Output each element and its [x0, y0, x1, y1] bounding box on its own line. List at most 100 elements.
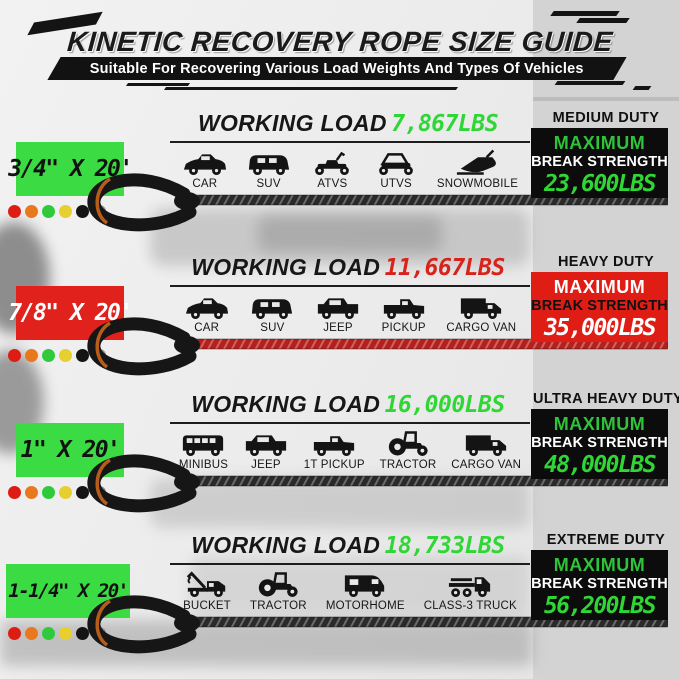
vehicle-item: SUV — [246, 147, 292, 190]
strength-line2: BREAK STRENGTH — [531, 576, 668, 592]
working-load-heading: WORKING LOAD 11,667LBS — [160, 254, 536, 281]
vehicle-list: CAR SUV JEEP PICKUP CARGO VAN — [164, 291, 536, 334]
strength-value: 35,000LBS — [543, 315, 657, 341]
car-icon — [182, 147, 228, 177]
working-load-value: 7,867LBS — [391, 111, 499, 137]
vehicle-item: CLASS-3 TRUCK — [424, 569, 517, 612]
header-decoration — [554, 81, 626, 85]
cargo-van-icon — [458, 291, 504, 321]
vehicle-item: ATVS — [309, 147, 355, 190]
duty-label: ULTRA HEAVY DUTY — [533, 391, 679, 407]
vehicle-item: CARGO VAN — [446, 291, 516, 334]
row-divider — [170, 563, 530, 565]
color-dot — [59, 205, 72, 218]
tow-truck-icon — [184, 569, 230, 599]
vehicle-item: MINIBUS — [179, 428, 228, 471]
strength-line1: MAXIMUM — [553, 133, 646, 153]
strength-line2: BREAK STRENGTH — [531, 435, 668, 451]
rope-image — [87, 173, 668, 232]
tractor-icon — [385, 428, 431, 458]
working-load-label: WORKING LOAD — [191, 532, 381, 558]
row-divider — [170, 141, 530, 143]
strength-line1: MAXIMUM — [553, 414, 646, 434]
vehicle-item: TRACTOR — [380, 428, 437, 471]
color-dot — [76, 486, 89, 499]
rope-row-1: WORKING LOAD 7,867LBS CAR SUV ATVS — [0, 96, 679, 242]
vehicle-label: ATVS — [317, 178, 348, 190]
background-photo-mid — [150, 478, 530, 528]
color-dot — [25, 349, 38, 362]
vehicle-item: JEEP — [315, 291, 361, 334]
vehicle-label: SUV — [256, 178, 281, 190]
vehicle-label: 1T PICKUP — [303, 459, 365, 471]
vehicle-item: 1T PICKUP — [304, 428, 365, 471]
color-dot — [59, 486, 72, 499]
break-strength-box: MAXIMUM BREAK STRENGTH 23,600LBS — [531, 128, 668, 198]
header-decoration — [163, 87, 459, 90]
color-dot — [42, 486, 55, 499]
strength-value: 48,000LBS — [543, 452, 657, 478]
suv-icon — [246, 147, 292, 177]
vehicle-item: BUCKET — [183, 569, 231, 612]
vehicle-label: CARGO VAN — [451, 459, 522, 471]
vehicle-label: JEEP — [251, 459, 281, 471]
vehicle-label: SUV — [260, 322, 285, 334]
strength-line1: MAXIMUM — [553, 555, 646, 575]
color-dot — [42, 627, 55, 640]
color-dot — [8, 486, 21, 499]
background-photo-windshield — [258, 216, 442, 252]
duty-label: MEDIUM DUTY — [552, 110, 660, 126]
pickup-icon — [311, 428, 357, 458]
rope-image — [87, 317, 668, 376]
snowmobile-icon — [455, 147, 501, 177]
vehicle-label: CAR — [192, 178, 218, 190]
working-load-value: 11,667LBS — [384, 255, 506, 281]
atv-icon — [309, 147, 355, 177]
duty-label: HEAVY DUTY — [557, 254, 655, 270]
vehicle-list: CAR SUV ATVS UTVS SNOWMOBILE — [164, 147, 536, 190]
vehicle-item: TRACTOR — [250, 569, 307, 612]
color-dot — [42, 205, 55, 218]
strength-line2: BREAK STRENGTH — [531, 298, 668, 314]
rope-row-2: WORKING LOAD 11,667LBS CAR SUV JEEP — [0, 240, 679, 386]
rope-image — [87, 454, 668, 513]
rope-row-3: WORKING LOAD 16,000LBS MINIBUS JEEP 1T P… — [0, 377, 679, 523]
working-load-label: WORKING LOAD — [191, 391, 381, 417]
working-load-heading: WORKING LOAD 18,733LBS — [160, 532, 536, 559]
color-dot — [25, 627, 38, 640]
header-decoration — [576, 18, 630, 23]
subtitle-banner: Suitable For Recovering Various Load Wei… — [47, 57, 627, 80]
pickup-icon — [381, 291, 427, 321]
color-dot — [59, 627, 72, 640]
vehicle-label: CAR — [194, 322, 220, 334]
vehicle-label: PICKUP — [381, 322, 426, 334]
band-separator — [533, 97, 679, 101]
vehicle-item: SUV — [249, 291, 295, 334]
vehicle-label: JEEP — [323, 322, 353, 334]
vehicle-list: BUCKET TRACTOR MOTORHOME CLASS-3 TRUCK — [164, 569, 536, 612]
vehicle-item: PICKUP — [381, 291, 427, 334]
break-strength-box: MAXIMUM BREAK STRENGTH 48,000LBS — [531, 409, 668, 479]
utv-icon — [373, 147, 419, 177]
color-dot — [8, 627, 21, 640]
vehicle-label: UTVS — [380, 178, 412, 190]
jeep-icon — [315, 291, 361, 321]
color-dot — [25, 486, 38, 499]
working-load-heading: WORKING LOAD 7,867LBS — [160, 110, 536, 137]
cargo-van-icon — [463, 428, 509, 458]
working-load-value: 18,733LBS — [384, 533, 506, 559]
vehicle-label: TRACTOR — [249, 600, 307, 612]
color-dot — [8, 349, 21, 362]
vehicle-label: MINIBUS — [178, 459, 229, 471]
row-divider — [170, 422, 530, 424]
vehicle-item: CAR — [182, 147, 228, 190]
header-decoration — [125, 83, 191, 86]
vehicle-label: CLASS-3 TRUCK — [423, 600, 517, 612]
color-dot — [76, 627, 89, 640]
jeep-icon — [243, 428, 289, 458]
working-load-label: WORKING LOAD — [191, 254, 381, 280]
color-dot — [76, 205, 89, 218]
color-dot — [42, 349, 55, 362]
vehicle-label: CARGO VAN — [446, 322, 517, 334]
